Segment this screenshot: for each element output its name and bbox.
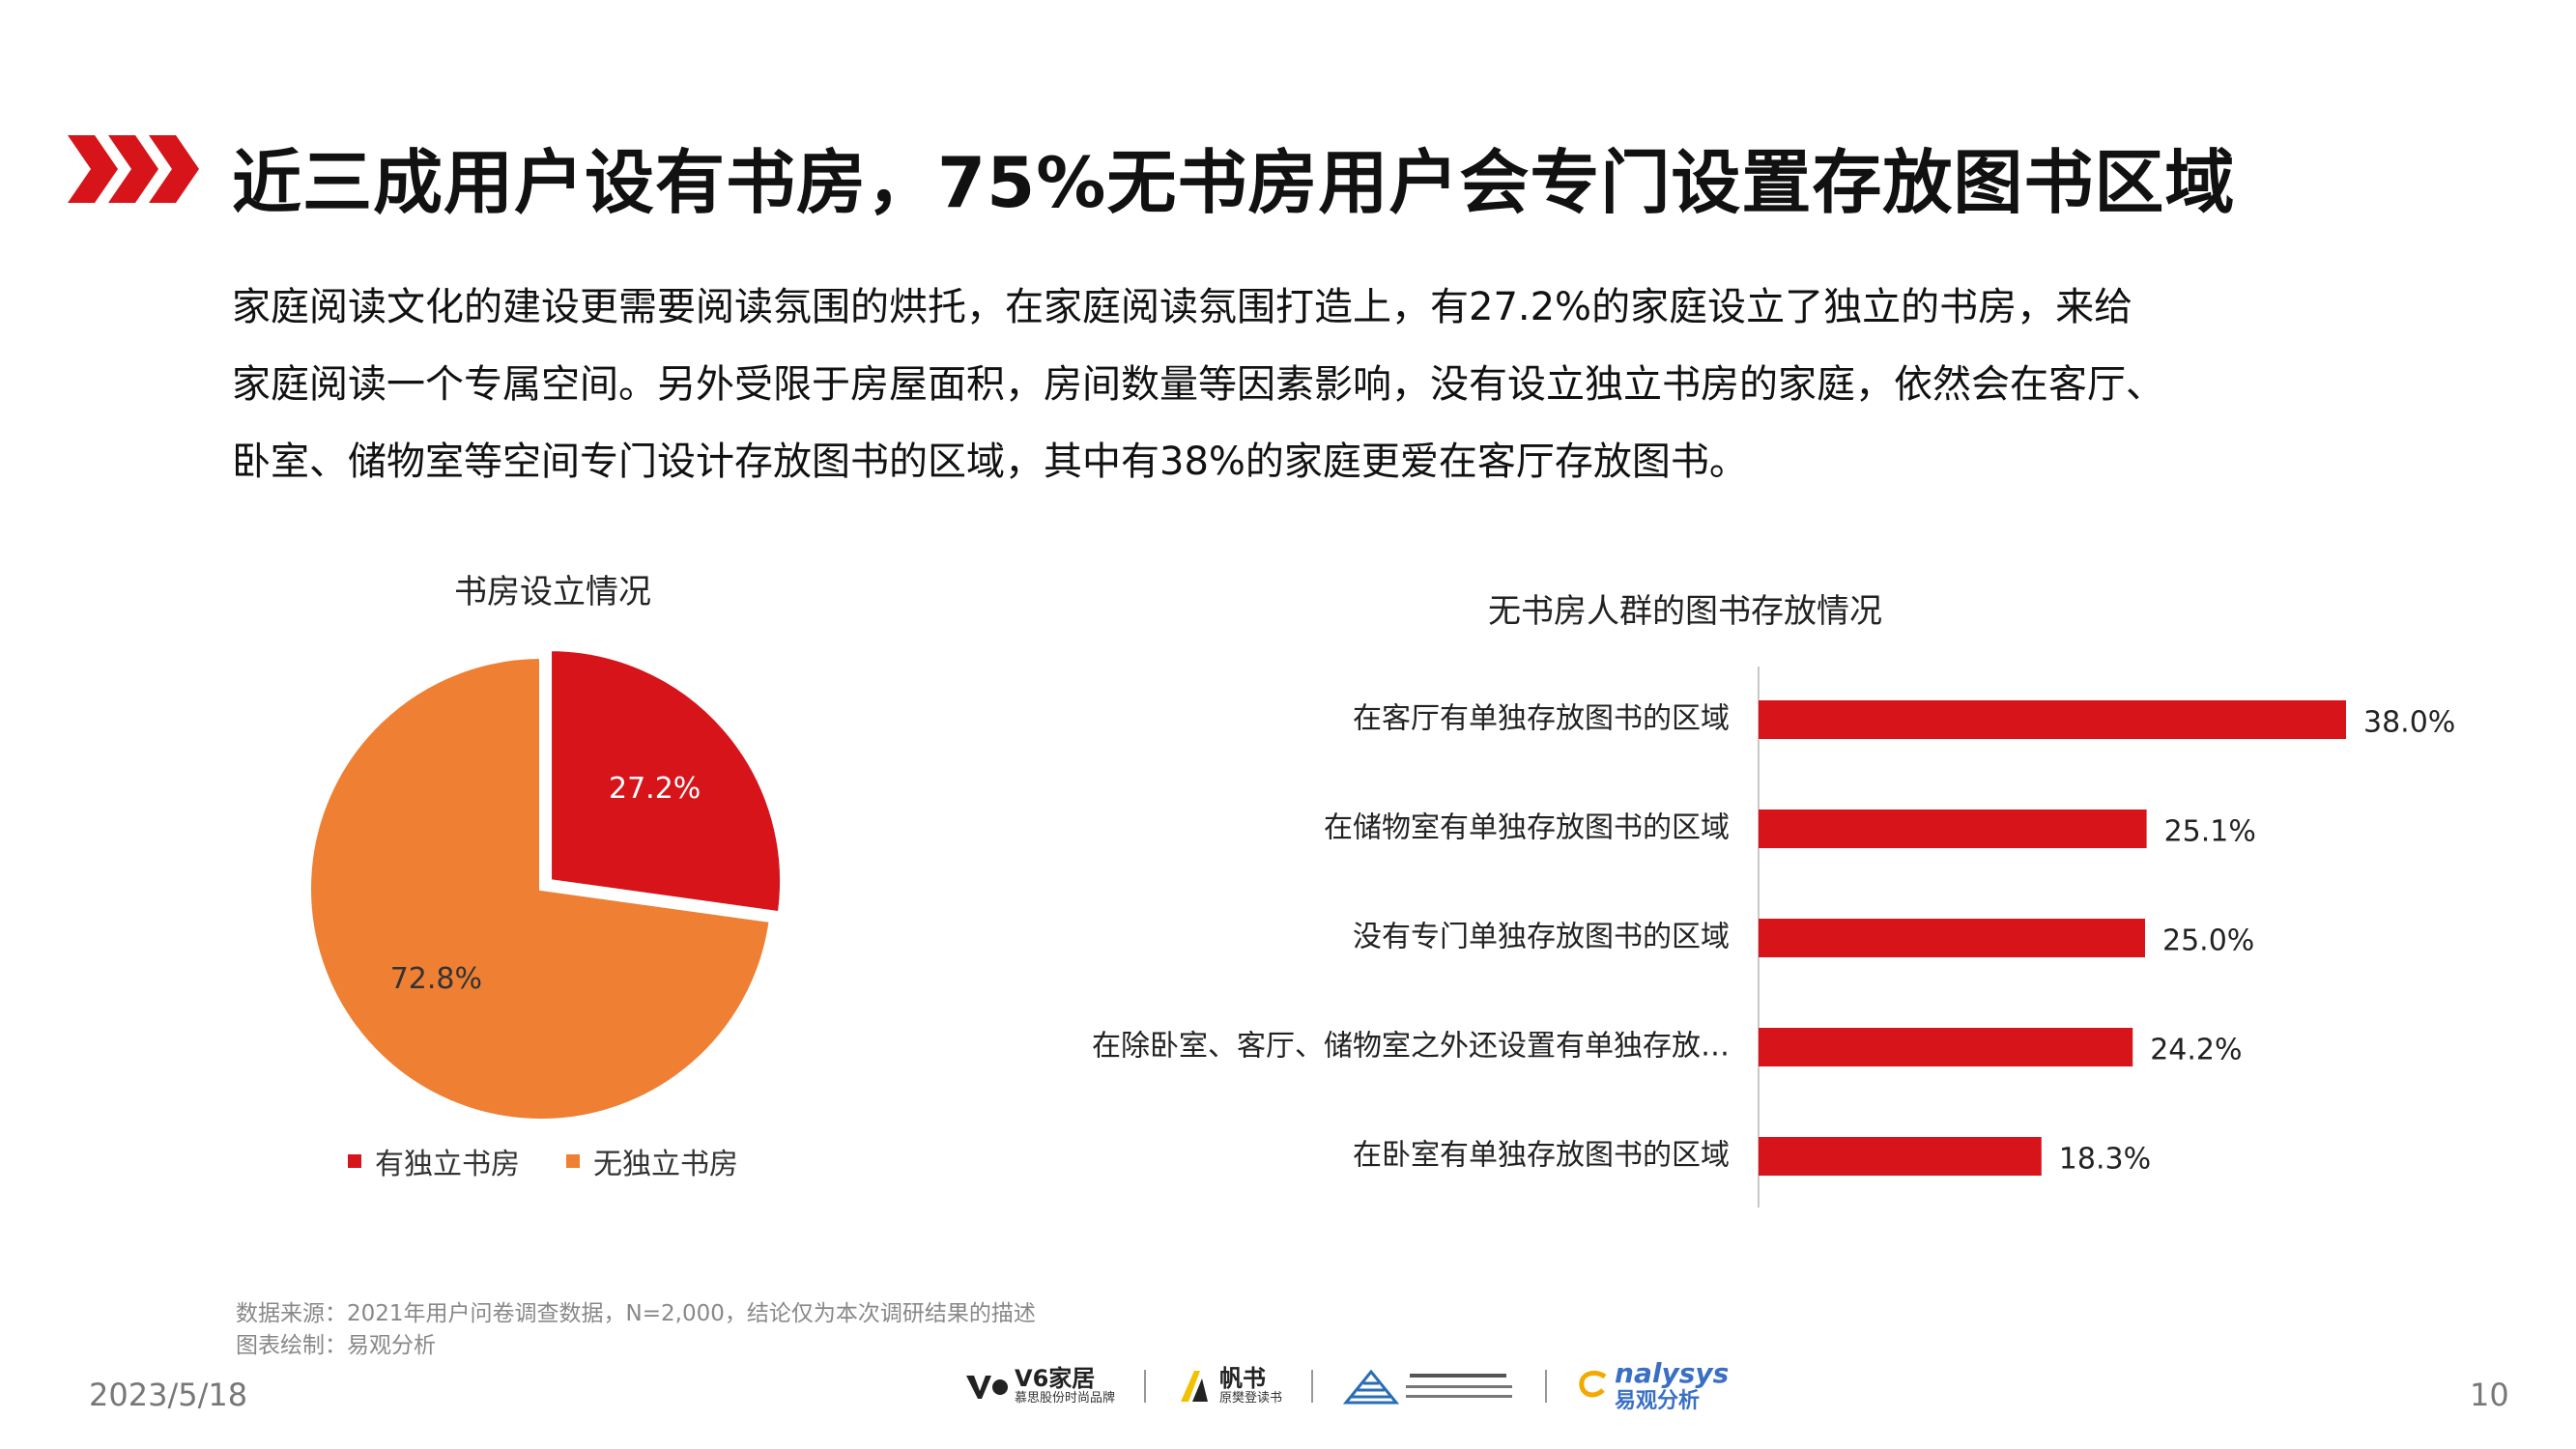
logo-separator bbox=[1144, 1370, 1147, 1403]
legend-label-study: 有独立书房 bbox=[375, 1148, 520, 1181]
bar-category-label: 在储物室有单独存放图书的区域 bbox=[1324, 811, 1730, 845]
bar-category-label: 没有专门单独存放图书的区域 bbox=[1353, 921, 1730, 954]
data-source-note: 数据来源：2021年用户问卷调查数据，N=2,000，结论仅为本次调研结果的描述 bbox=[236, 1301, 1036, 1326]
bar bbox=[1759, 919, 2145, 957]
bar-category-label: 在客厅有单独存放图书的区域 bbox=[1353, 702, 1730, 736]
bar bbox=[1759, 700, 2346, 739]
bar-data-label: 25.1% bbox=[2164, 815, 2256, 849]
v6-logo-sub: 慕思股份时尚品牌 bbox=[1015, 1391, 1116, 1406]
pie-chart-title: 书房设立情况 bbox=[454, 573, 651, 611]
analysys-swoosh-icon bbox=[1579, 1370, 1607, 1398]
chart-credit-note: 图表绘制：易观分析 bbox=[236, 1333, 436, 1358]
bar bbox=[1759, 1028, 2133, 1066]
bar-category-label: 在除卧室、客厅、储物室之外还设置有单独存放… bbox=[1092, 1030, 1730, 1064]
chevron-icons bbox=[68, 135, 199, 203]
v6-logo: V6家居 慕思股份时尚品牌 bbox=[966, 1364, 1116, 1407]
intro-line: 家庭阅读一个专属空间。另外受限于房屋面积，房间数量等因素影响，没有设立独立书房的… bbox=[232, 362, 2164, 407]
intro-line: 卧室、储物室等空间专门设计存放图书的区域，其中有38%的家庭更爱在客厅存放图书。 bbox=[232, 440, 1748, 484]
logo-separator bbox=[1545, 1370, 1548, 1403]
analysys-logo-sub: 易观分析 bbox=[1615, 1389, 1701, 1414]
bar-data-label: 24.2% bbox=[2150, 1034, 2242, 1067]
pie-slice-no-study bbox=[307, 654, 773, 1122]
bar-category-label: 在卧室有单独存放图书的区域 bbox=[1353, 1139, 1730, 1173]
logo-separator bbox=[1311, 1370, 1314, 1403]
report-date: 2023/5/18 bbox=[89, 1377, 248, 1413]
bar bbox=[1759, 1137, 2042, 1176]
institute-emblem-icon bbox=[1342, 1369, 1513, 1405]
page-title: 近三成用户设有书房，75%无书房用户会专门设置存放图书区域 bbox=[232, 142, 2236, 223]
pie-legend: 有独立书房 无独立书房 bbox=[348, 1140, 738, 1182]
pie-chart: 27.2% 72.8% bbox=[307, 647, 784, 1122]
fanshu-logo: 帆书 原樊登读书 bbox=[1175, 1364, 1283, 1407]
bar bbox=[1759, 810, 2147, 848]
fanshu-logo-name: 帆书 bbox=[1219, 1364, 1267, 1392]
v6-logo-name: V6家居 bbox=[1015, 1364, 1096, 1392]
legend-item-study: 有独立书房 bbox=[348, 1140, 520, 1182]
legend-swatch-study bbox=[348, 1154, 361, 1168]
analysys-logo: nalysys 易观分析 bbox=[1576, 1358, 1729, 1413]
legend-item-no-study: 无独立书房 bbox=[566, 1140, 738, 1182]
pie-data-label: 72.8% bbox=[390, 962, 482, 996]
fanshu-mark-icon bbox=[1181, 1371, 1209, 1402]
analysys-logo-name: nalysys bbox=[1615, 1357, 1730, 1390]
page-number: 10 bbox=[2470, 1377, 2509, 1413]
legend-swatch-no-study bbox=[566, 1154, 580, 1168]
legend-label-no-study: 无独立书房 bbox=[593, 1148, 738, 1181]
v6-mark-icon bbox=[966, 1376, 1008, 1399]
institute-logo bbox=[1342, 1364, 1516, 1408]
fanshu-logo-sub: 原樊登读书 bbox=[1219, 1391, 1283, 1406]
intro-line: 家庭阅读文化的建设更需要阅读氛围的烘托，在家庭阅读氛围打造上，有27.2%的家庭… bbox=[232, 285, 2133, 329]
bar-data-label: 18.3% bbox=[2059, 1143, 2151, 1177]
bar-chart: 在客厅有单独存放图书的区域 38.0% 在储物室有单独存放图书的区域 25.1% 没有专… bbox=[1092, 667, 2455, 1208]
bar-data-label: 25.0% bbox=[2162, 924, 2254, 958]
pie-data-label: 27.2% bbox=[609, 772, 701, 806]
bar-chart-title: 无书房人群的图书存放情况 bbox=[1488, 592, 1882, 631]
pie-slice-study bbox=[548, 647, 784, 916]
bar-data-label: 38.0% bbox=[2363, 706, 2455, 740]
partner-logos: V6家居 慕思股份时尚品牌 帆书 原樊登读书 nalysy bbox=[966, 1352, 1729, 1420]
intro-paragraph: 家庭阅读文化的建设更需要阅读氛围的烘托，在家庭阅读氛围打造上，有27.2%的家庭… bbox=[232, 269, 2454, 500]
